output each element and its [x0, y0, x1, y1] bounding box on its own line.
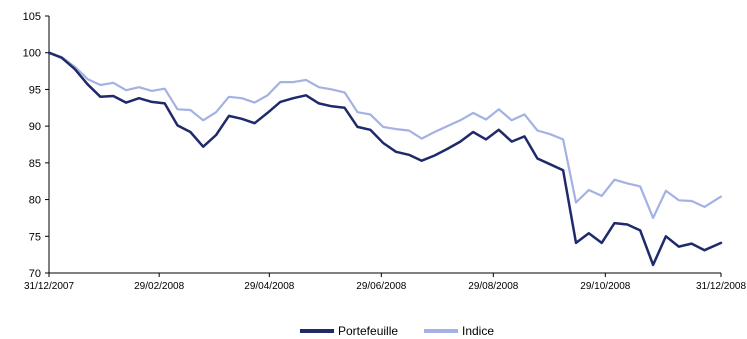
y-tick-label: 95 — [29, 84, 41, 96]
x-tick-label: 29/02/2008 — [134, 281, 184, 292]
series-line-portefeuille — [47, 51, 723, 267]
x-tick-label: 29/10/2008 — [580, 281, 630, 292]
legend-label-portefeuille: Portefeuille — [338, 324, 398, 338]
y-tick-label: 100 — [23, 48, 41, 60]
x-tick-label: 29/04/2008 — [244, 281, 294, 292]
chart-axes — [48, 16, 721, 274]
legend: Portefeuille Indice — [300, 324, 494, 338]
y-tick-label: 70 — [29, 268, 41, 280]
series-line-indice — [47, 51, 723, 219]
x-ticks: 31/12/2007 29/02/2008 29/04/2008 29/06/2008… — [24, 273, 746, 292]
x-tick-label: 29/06/2008 — [356, 281, 406, 292]
y-tick-label: 85 — [29, 158, 41, 170]
y-tick-label: 90 — [29, 121, 41, 133]
x-tick-label: 31/12/2007 — [24, 281, 74, 292]
x-tick-label: 29/08/2008 — [468, 281, 518, 292]
legend-label-indice: Indice — [462, 324, 494, 338]
x-tick-label: 31/12/2008 — [696, 281, 746, 292]
series-lines — [47, 51, 723, 267]
y-ticks: 70 75 80 85 90 95 100 105 — [23, 11, 49, 280]
y-tick-label: 105 — [23, 11, 41, 23]
y-tick-label: 75 — [29, 231, 41, 243]
y-tick-label: 80 — [29, 195, 41, 207]
